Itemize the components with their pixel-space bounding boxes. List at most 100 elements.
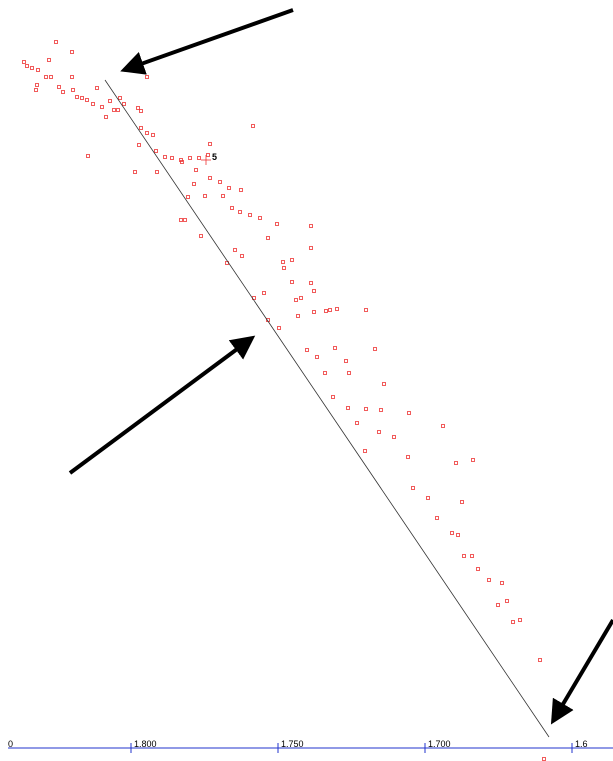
point xyxy=(104,115,108,119)
point xyxy=(71,88,75,92)
point-label: 5 xyxy=(212,152,217,162)
point xyxy=(186,195,190,199)
point xyxy=(518,618,522,622)
point xyxy=(363,449,367,453)
point xyxy=(155,170,159,174)
point xyxy=(456,533,460,537)
highlight-point: 5 xyxy=(201,152,217,165)
point xyxy=(305,348,309,352)
point xyxy=(35,83,39,87)
point xyxy=(379,408,383,412)
point xyxy=(91,102,95,106)
point xyxy=(346,406,350,410)
point xyxy=(80,96,84,100)
point xyxy=(258,216,262,220)
point xyxy=(335,307,339,311)
point xyxy=(500,581,504,585)
point xyxy=(22,60,26,64)
point xyxy=(240,254,244,258)
fit-line xyxy=(104,79,550,738)
point xyxy=(233,248,237,252)
point xyxy=(266,236,270,240)
point xyxy=(154,149,158,153)
point xyxy=(364,407,368,411)
point xyxy=(199,234,203,238)
point xyxy=(344,359,348,363)
point xyxy=(108,99,112,103)
arrow xyxy=(68,335,256,475)
point xyxy=(290,280,294,284)
point xyxy=(331,395,335,399)
point xyxy=(75,95,79,99)
point xyxy=(145,75,149,79)
axis-label: 1.700 xyxy=(428,739,451,749)
point xyxy=(239,188,243,192)
point xyxy=(179,218,183,222)
point xyxy=(208,142,212,146)
point xyxy=(30,66,34,70)
point xyxy=(296,314,300,318)
point xyxy=(248,213,252,217)
point xyxy=(47,58,51,62)
point xyxy=(36,68,40,72)
point xyxy=(312,289,316,293)
point xyxy=(238,210,242,214)
point xyxy=(411,486,415,490)
point xyxy=(277,326,281,330)
axis-label: 1.800 xyxy=(134,739,157,749)
point xyxy=(328,308,332,312)
point xyxy=(122,102,126,106)
point xyxy=(57,85,61,89)
point xyxy=(206,153,210,157)
point xyxy=(116,108,120,112)
point xyxy=(355,421,359,425)
point xyxy=(85,98,89,102)
point xyxy=(218,180,222,184)
axis-label: 1.6 xyxy=(575,739,588,749)
point xyxy=(170,156,174,160)
point xyxy=(118,96,122,100)
axis-label: 0 xyxy=(8,739,13,749)
point xyxy=(505,599,509,603)
point xyxy=(275,222,279,226)
point xyxy=(324,309,328,313)
point xyxy=(441,424,445,428)
point xyxy=(251,124,255,128)
point xyxy=(299,296,303,300)
point xyxy=(70,75,74,79)
point xyxy=(281,260,285,264)
point xyxy=(476,567,480,571)
point xyxy=(112,108,116,112)
point xyxy=(470,554,474,558)
point xyxy=(194,168,198,172)
point xyxy=(373,347,377,351)
point xyxy=(133,170,137,174)
point xyxy=(163,155,167,159)
point xyxy=(407,411,411,415)
point xyxy=(137,143,141,147)
point xyxy=(227,186,231,190)
point xyxy=(471,458,475,462)
point xyxy=(294,298,298,302)
point xyxy=(221,194,225,198)
point xyxy=(145,131,149,135)
point xyxy=(34,88,38,92)
point xyxy=(406,455,410,459)
point xyxy=(382,382,386,386)
point xyxy=(197,156,201,160)
point xyxy=(460,500,464,504)
point xyxy=(435,516,439,520)
point xyxy=(49,75,53,79)
arrow xyxy=(550,618,613,725)
point xyxy=(100,105,104,109)
point xyxy=(282,266,286,270)
point xyxy=(188,156,192,160)
point xyxy=(25,64,29,68)
point xyxy=(450,531,454,535)
point xyxy=(511,620,515,624)
point xyxy=(44,75,48,79)
axis-label: 1.750 xyxy=(281,739,304,749)
point xyxy=(309,281,313,285)
point xyxy=(192,182,196,186)
